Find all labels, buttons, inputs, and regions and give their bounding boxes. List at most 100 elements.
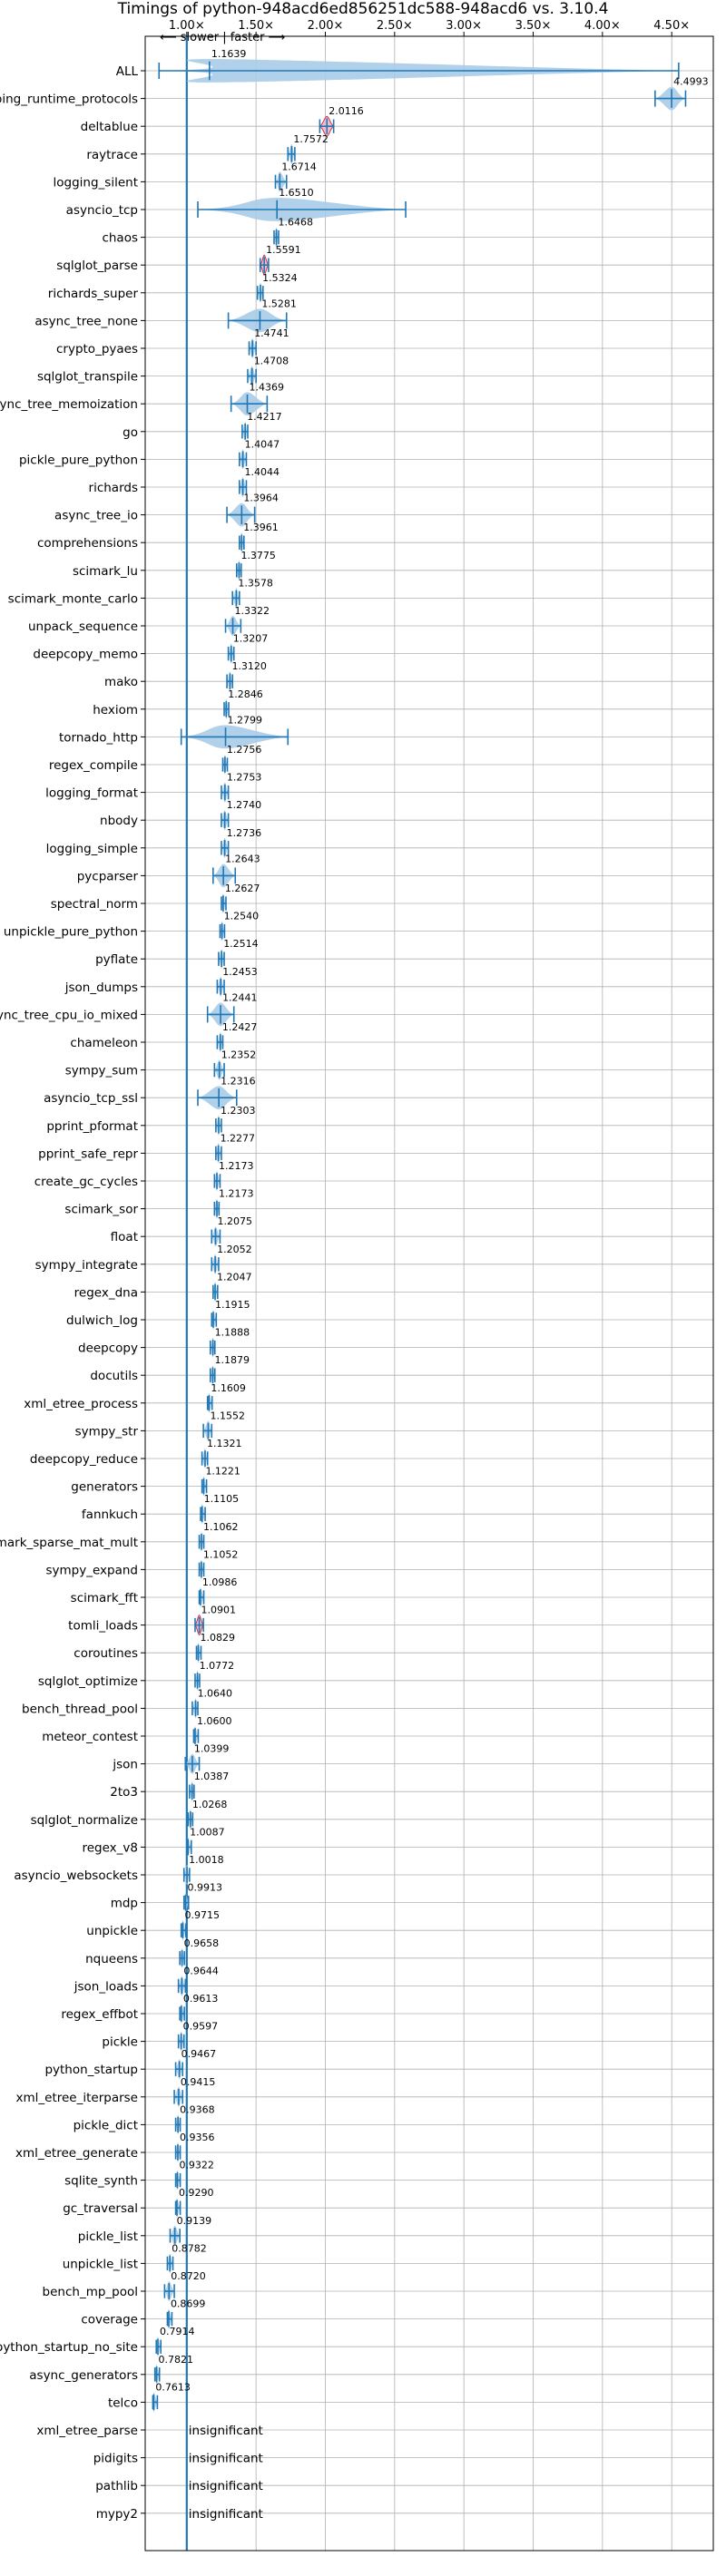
- y-tick-label: async_generators: [29, 2368, 138, 2383]
- x-tick-label: 4.00×: [584, 19, 621, 33]
- value-label: 1.3775: [240, 550, 276, 561]
- value-label: 1.2316: [221, 1075, 256, 1087]
- value-label: 1.0829: [200, 1632, 234, 1644]
- y-tick-label: unpack_sequence: [28, 620, 138, 634]
- value-label: 1.4217: [247, 411, 282, 423]
- x-tick-label: 2.50×: [377, 19, 413, 33]
- y-tick-label: coverage: [81, 2313, 138, 2327]
- value-label: 1.3578: [238, 577, 273, 589]
- y-tick-label: sympy_str: [75, 1424, 139, 1439]
- y-tick-label: gc_traversal: [63, 2201, 138, 2216]
- x-tick-label: 1.00×: [169, 19, 205, 33]
- y-tick-label: nqueens: [85, 1952, 138, 1966]
- value-label: 0.9368: [180, 2103, 215, 2115]
- y-tick-label: tomli_loads: [68, 1619, 138, 1634]
- grid-lines: [145, 36, 713, 2551]
- value-label: 1.0986: [202, 1576, 238, 1588]
- value-label: 1.0087: [190, 1826, 225, 1838]
- value-label: 1.2756: [227, 744, 261, 756]
- y-tick-label: json: [112, 1758, 138, 1772]
- value-label: 1.1062: [203, 1521, 239, 1533]
- value-label: 0.9644: [183, 1965, 219, 1976]
- y-tick-label: tornado_http: [59, 730, 138, 745]
- value-label: 1.2846: [228, 688, 262, 700]
- value-label: 1.6510: [279, 187, 314, 199]
- value-label: 1.1888: [215, 1327, 250, 1339]
- value-label: 0.8720: [171, 2270, 206, 2282]
- value-label: 1.2753: [227, 772, 262, 784]
- y-tick-label: logging_format: [45, 786, 138, 801]
- value-label: 0.9139: [177, 2215, 212, 2227]
- y-tick-label: scimark_fft: [71, 1591, 138, 1605]
- value-label: 1.2047: [217, 1271, 252, 1283]
- value-label: 1.0387: [194, 1771, 230, 1782]
- value-label: 1.1879: [214, 1354, 250, 1366]
- value-label: 1.2453: [222, 966, 258, 978]
- y-tick-label: regex_compile: [49, 758, 138, 773]
- y-tick-label: chameleon: [70, 1036, 138, 1050]
- x-tick-label: 3.50×: [515, 19, 552, 33]
- value-label: 4.4993: [673, 76, 709, 88]
- y-tick-label: crypto_pyaes: [56, 342, 138, 356]
- value-label: 1.2075: [217, 1215, 251, 1227]
- value-label: 1.2643: [225, 854, 260, 865]
- y-tick-label: spectral_norm: [51, 897, 138, 912]
- y-tick-label: python_startup: [44, 2063, 138, 2077]
- value-label: 1.5281: [261, 298, 297, 310]
- value-label: 1.2303: [221, 1105, 256, 1117]
- value-label: 1.0018: [189, 1854, 224, 1866]
- y-tick-label: sympy_sum: [65, 1064, 138, 1078]
- value-label: 1.1639: [211, 48, 246, 60]
- value-label: 1.4369: [250, 381, 285, 393]
- y-tick-label: pprint_safe_repr: [38, 1147, 138, 1161]
- y-tick-label: xml_etree_parse: [36, 2424, 138, 2438]
- y-tick-label: generators: [71, 1480, 138, 1495]
- y-tick-label: async_tree_memoization: [0, 397, 138, 412]
- y-tick-label: richards: [89, 481, 138, 495]
- y-tick-label: xml_etree_iterparse: [16, 2091, 139, 2105]
- y-tick-label: sqlglot_parse: [56, 259, 138, 273]
- y-tick-label: fannkuch: [82, 1508, 138, 1522]
- value-label: 1.1915: [215, 1299, 250, 1311]
- value-label: 1.5591: [266, 244, 301, 256]
- value-label: 1.6714: [281, 161, 317, 172]
- value-label: 1.3964: [243, 493, 279, 504]
- value-label: 1.2427: [222, 1021, 258, 1033]
- value-label: 1.3120: [231, 660, 267, 672]
- value-label: 1.0399: [194, 1743, 230, 1755]
- value-label: 0.9597: [183, 2021, 219, 2033]
- y-tick-label: comprehensions: [37, 536, 138, 551]
- y-tick-label: pickle_dict: [74, 2118, 138, 2132]
- value-label: 1.6468: [279, 217, 314, 229]
- y-tick-label: regex_v8: [82, 1840, 138, 1855]
- value-label: 0.8699: [171, 2298, 206, 2310]
- y-tick-label: scimark_sparse_mat_mult: [0, 1536, 138, 1550]
- value-label: 1.2740: [227, 799, 262, 811]
- value-label: 1.0600: [197, 1715, 232, 1727]
- y-tick-label: async_tree_io: [54, 509, 138, 523]
- y-tick-label: pickle_list: [78, 2230, 138, 2244]
- insignificant-label: insignificant: [189, 2452, 263, 2466]
- x-tick-label: 4.50×: [653, 19, 690, 33]
- y-tick-label: sqlglot_optimize: [38, 1674, 138, 1689]
- x-tick-label: 3.00×: [446, 19, 482, 33]
- y-tick-label: mdp: [111, 1897, 138, 1911]
- y-tick-label: go: [123, 425, 138, 440]
- y-tick-label: nbody: [100, 814, 138, 828]
- y-tick-label: xml_etree_process: [24, 1397, 138, 1411]
- value-label: 1.0772: [200, 1660, 234, 1672]
- y-tick-label: async_tree_none: [34, 314, 138, 328]
- value-label: 1.1552: [211, 1410, 246, 1421]
- y-tick-label: scimark_lu: [73, 564, 138, 579]
- y-tick-label: mako: [104, 675, 138, 689]
- y-tick-label: scimark_monte_carlo: [8, 591, 138, 606]
- value-label: 1.3961: [243, 522, 279, 533]
- value-label: 1.2514: [223, 938, 259, 950]
- value-label: 0.7914: [160, 2326, 195, 2337]
- value-label: 0.9290: [179, 2187, 214, 2199]
- y-tick-label: bench_mp_pool: [43, 2285, 138, 2299]
- value-label: 1.4741: [254, 327, 289, 339]
- value-label: 1.2173: [219, 1160, 254, 1172]
- y-tick-label: sympy_expand: [45, 1563, 138, 1577]
